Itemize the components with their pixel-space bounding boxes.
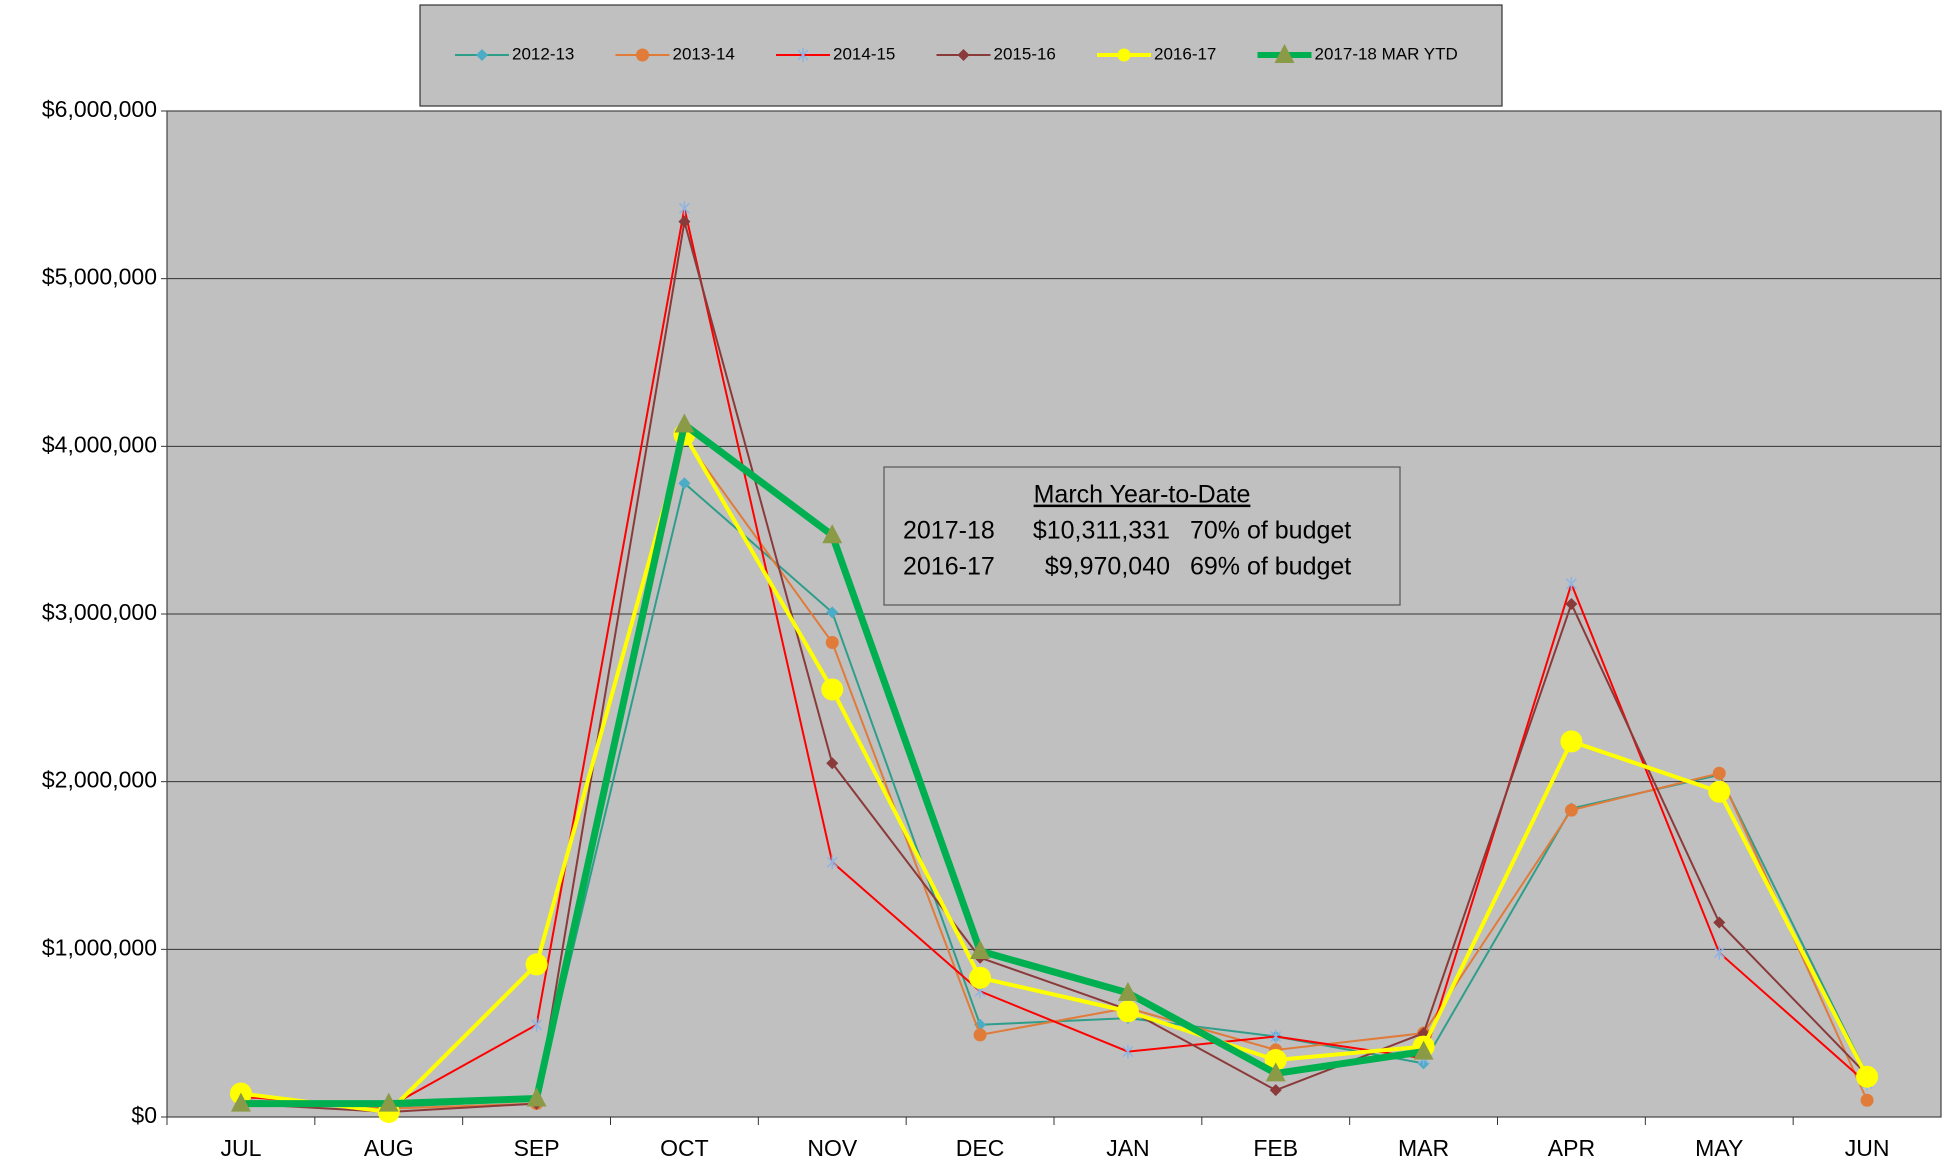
legend-marker: [1274, 44, 1295, 63]
marker: [1122, 1044, 1134, 1059]
marker: [230, 1092, 251, 1112]
y-tick-label: $3,000,000: [42, 599, 157, 625]
x-tick-label: MAR: [1398, 1135, 1449, 1161]
marker: [826, 606, 839, 619]
x-tick-label: SEP: [514, 1135, 560, 1161]
marker: [1269, 1084, 1282, 1097]
x-tick-label: JUL: [220, 1135, 261, 1161]
marker: [1116, 1000, 1139, 1023]
y-tick-label: $0: [131, 1102, 157, 1128]
annotation-percent: 69% of budget: [1190, 553, 1351, 581]
y-tick-label: $6,000,000: [42, 96, 157, 122]
annotation-percent: 70% of budget: [1190, 517, 1351, 545]
marker: [1117, 981, 1138, 1001]
legend-label: 2012-13: [512, 44, 574, 63]
marker: [1860, 1093, 1874, 1107]
marker: [1712, 766, 1726, 780]
annotation-box: [883, 466, 1401, 606]
y-tick-label: $4,000,000: [42, 431, 157, 457]
annotation: March Year-to-Date 2017-18 $10,311,331 70% …: [883, 466, 1401, 606]
series-line: [240, 220, 1868, 1113]
legend-label: 2015-16: [994, 44, 1056, 63]
x-tick-label: JAN: [1106, 1135, 1149, 1161]
legend-marker: [636, 48, 649, 62]
y-tick-label: $5,000,000: [42, 264, 157, 290]
x-tick-label: APR: [1548, 1135, 1595, 1161]
legend-label: 2013-14: [673, 44, 735, 63]
x-tick-label: AUG: [364, 1135, 414, 1161]
marker: [821, 678, 844, 701]
marker: [1565, 576, 1577, 591]
marker: [1264, 1048, 1287, 1071]
annotation-amount: $10,311,331: [1033, 517, 1170, 545]
x-tick-label: OCT: [660, 1135, 709, 1161]
annotation-amount: $9,970,040: [1045, 553, 1170, 581]
marker: [1564, 803, 1578, 817]
marker: [1713, 916, 1726, 929]
legend-marker: [957, 49, 970, 61]
marker: [531, 1017, 543, 1032]
x-tick-label: MAY: [1695, 1135, 1743, 1161]
marker: [969, 966, 992, 989]
marker: [378, 1092, 399, 1112]
marker: [526, 1087, 547, 1107]
marker: [674, 413, 695, 433]
y-tick-label: $2,000,000: [42, 767, 157, 793]
legend: 2012-13 2013-14 2014-15 2015-16 2016-17 2017-…: [419, 4, 1503, 107]
legend-marker: [1117, 48, 1131, 62]
annotation-year: 2016-17: [903, 553, 995, 581]
marker: [1708, 780, 1731, 803]
marker: [973, 1028, 987, 1042]
series-line: [240, 432, 1869, 1114]
legend-marker: [797, 48, 809, 62]
x-tick-label: FEB: [1253, 1135, 1298, 1161]
marker: [825, 636, 839, 650]
marker: [1560, 730, 1583, 753]
marker: [826, 855, 838, 870]
marker: [822, 524, 843, 544]
marker: [1565, 597, 1578, 610]
annotation-title: March Year-to-Date: [1034, 481, 1251, 509]
x-tick-label: NOV: [807, 1135, 858, 1161]
marker: [826, 757, 839, 770]
legend-marker: [476, 49, 488, 61]
legend-label: 2014-15: [833, 44, 895, 63]
marker: [1713, 945, 1725, 960]
marker: [1265, 1062, 1286, 1082]
marker: [678, 215, 691, 228]
marker: [970, 940, 991, 960]
legend-label: 2016-17: [1154, 44, 1216, 63]
annotation-year: 2017-18: [903, 517, 995, 545]
marker: [525, 953, 548, 976]
legend-label: 2017-18 MAR YTD: [1315, 44, 1458, 63]
x-tick-label: JUN: [1845, 1135, 1890, 1161]
y-tick-label: $1,000,000: [42, 934, 157, 960]
x-tick-label: DEC: [956, 1135, 1005, 1161]
marker: [678, 201, 690, 216]
marker: [1270, 1029, 1282, 1044]
marker: [678, 477, 691, 490]
marker: [1856, 1065, 1879, 1088]
series-line: [240, 207, 1868, 1108]
marker: [1413, 1040, 1434, 1060]
